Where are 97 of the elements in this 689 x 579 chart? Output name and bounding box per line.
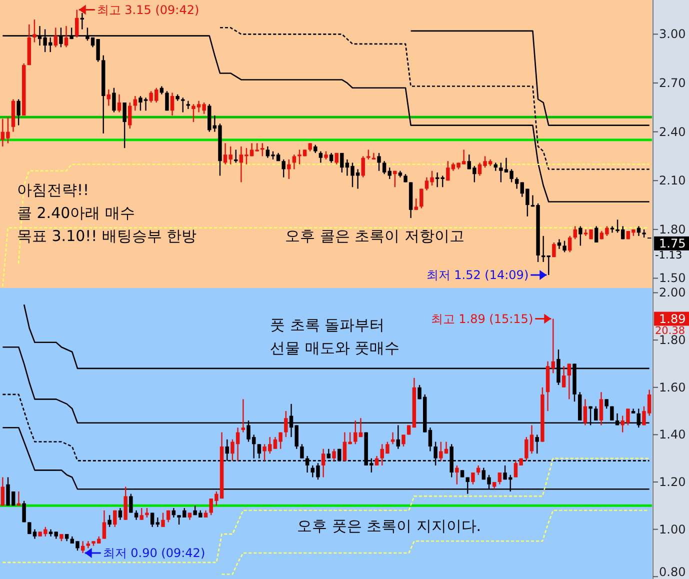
candlestick bbox=[393, 170, 397, 188]
candlestick bbox=[573, 226, 577, 240]
candlestick bbox=[552, 242, 556, 258]
candlestick bbox=[599, 392, 604, 426]
candlestick bbox=[75, 9, 79, 38]
candlestick bbox=[284, 410, 288, 438]
candlestick bbox=[366, 149, 370, 160]
line-series bbox=[2, 458, 650, 564]
candlestick bbox=[282, 158, 286, 178]
candlestick bbox=[161, 512, 165, 528]
candlestick bbox=[568, 235, 572, 253]
candlestick bbox=[292, 154, 296, 170]
candlestick bbox=[102, 510, 106, 540]
y-tick-label: 3.00 bbox=[659, 27, 686, 42]
candlestick bbox=[122, 102, 126, 149]
candlestick bbox=[0, 476, 5, 506]
candlestick bbox=[241, 398, 246, 433]
y-tick-label: 1.50 bbox=[659, 271, 686, 286]
candlestick bbox=[583, 398, 588, 426]
candlestick bbox=[117, 94, 122, 113]
y-tick-label: 1.60 bbox=[659, 380, 686, 394]
y-tick-label: 2.00 bbox=[659, 286, 686, 300]
candlestick bbox=[112, 87, 116, 113]
annotation: 아침전략!! bbox=[17, 181, 90, 199]
candlestick bbox=[498, 472, 502, 485]
candlestick bbox=[54, 27, 58, 48]
candlestick bbox=[106, 88, 111, 106]
y-tick-label: 2.40 bbox=[659, 124, 686, 139]
line-series bbox=[410, 30, 650, 126]
candlestick bbox=[420, 188, 424, 209]
candlestick bbox=[374, 455, 379, 466]
candlestick bbox=[165, 90, 169, 112]
candlestick bbox=[414, 198, 418, 210]
candlestick bbox=[455, 464, 459, 485]
candlestick bbox=[361, 156, 365, 178]
candlestick bbox=[156, 516, 160, 528]
candlestick bbox=[118, 507, 122, 520]
text: 1.75 bbox=[659, 236, 686, 250]
annotation: 최저 1.52 (14:09) bbox=[426, 268, 529, 282]
candlestick bbox=[124, 486, 128, 520]
candlestick bbox=[535, 434, 539, 454]
annotation: 오후 풋은 초록이 지지이다. bbox=[297, 517, 482, 535]
candlestick bbox=[318, 150, 323, 164]
candlestick bbox=[514, 176, 519, 190]
candlestick bbox=[390, 432, 395, 445]
annotation: 풋 초록 돌파부터 bbox=[270, 316, 385, 334]
candlestick bbox=[578, 226, 582, 246]
text: -1.13 bbox=[655, 249, 682, 262]
candlestick bbox=[108, 514, 112, 528]
candlestick bbox=[551, 318, 555, 374]
candlestick bbox=[402, 434, 406, 448]
y-tick-label: 1.40 bbox=[659, 428, 686, 442]
candlestick bbox=[150, 512, 154, 528]
y-tick-label: 1.80 bbox=[659, 222, 686, 236]
y-tick-label: 0.80 bbox=[659, 565, 686, 579]
candlestick bbox=[140, 507, 144, 520]
annotation: 선물 매도와 풋매수 bbox=[270, 339, 400, 357]
annotation: 오후 콜은 초록이 저항이고 bbox=[285, 227, 464, 245]
candlestick bbox=[22, 500, 26, 523]
annotation: 목표 3.10!! 배팅승부 한방 bbox=[17, 227, 197, 245]
candlestick bbox=[567, 363, 572, 400]
candlestick bbox=[321, 448, 326, 478]
candlestick bbox=[471, 472, 475, 485]
candlestick bbox=[329, 152, 334, 164]
candlestick bbox=[594, 226, 598, 244]
candlestick bbox=[604, 398, 608, 410]
candlestick bbox=[145, 507, 149, 518]
y-tick-label: 2.10 bbox=[659, 174, 686, 188]
candlestick bbox=[32, 18, 36, 43]
candlestick bbox=[133, 95, 138, 112]
annotation: 콜 2.40아래 매수 bbox=[17, 204, 135, 222]
line-series bbox=[221, 510, 650, 575]
annotation: 최고 3.15 (09:42) bbox=[96, 2, 200, 17]
candlestick bbox=[186, 100, 190, 110]
line-series bbox=[2, 426, 650, 490]
candlestick bbox=[332, 448, 336, 462]
y-tick-label: 1.80 bbox=[659, 333, 686, 348]
candlestick bbox=[64, 25, 68, 48]
candlestick bbox=[562, 240, 566, 253]
candlestick bbox=[300, 444, 304, 459]
candlestick bbox=[377, 152, 381, 172]
y-tick-label: 1.20 bbox=[659, 475, 686, 489]
candlestick bbox=[382, 160, 386, 175]
candlestick bbox=[129, 493, 133, 514]
annotation: 최고 1.89 (15:15) bbox=[430, 312, 534, 326]
candlestick bbox=[257, 444, 262, 459]
candlestick bbox=[128, 102, 132, 130]
candlestick bbox=[428, 426, 432, 452]
candlestick bbox=[326, 448, 331, 459]
annotation: 최저 0.90 (09:42) bbox=[102, 546, 206, 560]
candlestick bbox=[170, 92, 174, 116]
candlestick bbox=[113, 510, 117, 528]
candlestick bbox=[16, 98, 20, 126]
y-tick-label: 2.70 bbox=[659, 76, 686, 90]
y-tick-label: 1.00 bbox=[659, 522, 686, 536]
text: 1.89 bbox=[659, 312, 686, 326]
candlestick bbox=[562, 365, 566, 388]
